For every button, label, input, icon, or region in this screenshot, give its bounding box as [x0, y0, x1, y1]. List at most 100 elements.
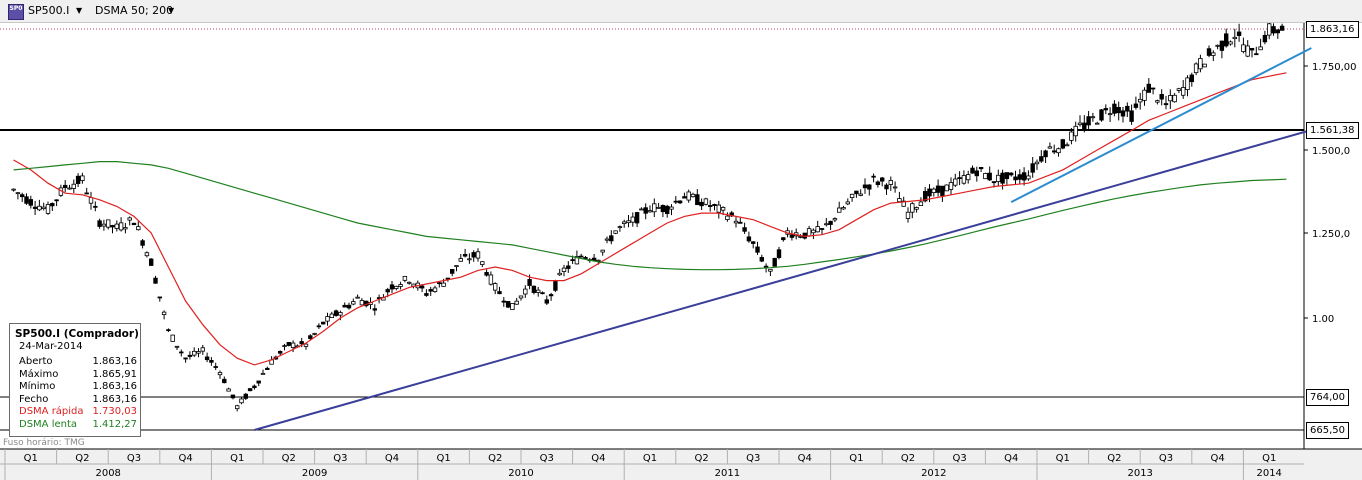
candle-body: [845, 201, 850, 205]
candle-body: [944, 184, 949, 192]
candle-body: [948, 182, 954, 190]
candle-body: [763, 265, 769, 268]
symbol-icon[interactable]: SP0: [8, 4, 24, 20]
candle-body: [888, 180, 893, 185]
quarter-label: Q2: [488, 453, 502, 464]
candle-body: [673, 200, 678, 203]
symbol-selector[interactable]: SP500.I: [28, 4, 70, 17]
candle-body: [320, 321, 326, 325]
candle-body: [346, 304, 352, 309]
candle-body: [871, 175, 876, 178]
candle-body: [996, 174, 1001, 182]
candle-body: [548, 294, 554, 297]
candle-body: [45, 204, 51, 214]
candle-body: [488, 274, 494, 285]
candle-body: [282, 345, 287, 347]
candle-body: [1013, 176, 1018, 181]
candle-body: [1004, 172, 1010, 180]
candle-body: [161, 311, 167, 315]
price-tick-label: 1.250,0: [1312, 229, 1350, 240]
candle-body: [1236, 31, 1242, 36]
candle-body: [389, 284, 395, 290]
price-tick-label: 1.00: [1312, 314, 1334, 325]
candle-body: [11, 188, 16, 191]
candle-body: [867, 184, 872, 190]
candle-body: [647, 210, 653, 213]
candle-body: [858, 193, 863, 196]
candle-body: [88, 197, 94, 204]
year-label: 2012: [921, 468, 946, 479]
candle-body: [776, 249, 782, 258]
candle-body: [1245, 45, 1250, 57]
candle-body: [333, 310, 339, 316]
candle-body: [1047, 146, 1053, 149]
candle-body: [247, 388, 253, 392]
candle-body: [811, 229, 816, 234]
indicator-selector[interactable]: DSMA 50; 200: [95, 4, 174, 17]
candle-body: [600, 249, 605, 253]
candle-body: [815, 226, 820, 233]
candle-body: [1129, 110, 1134, 122]
candle-body: [1000, 172, 1005, 184]
candle-body: [677, 200, 683, 204]
candle-body: [153, 277, 158, 284]
fast-moving-average-line: [13, 72, 1287, 366]
candle-body: [630, 216, 635, 223]
candle-body: [1172, 94, 1177, 103]
symbol-dropdown-icon[interactable]: ▼: [76, 6, 83, 15]
candle-body: [419, 285, 425, 289]
candle-body: [966, 174, 971, 181]
candle-body: [1232, 36, 1237, 40]
quarter-label: Q4: [385, 453, 399, 464]
quarter-label: Q3: [952, 453, 966, 464]
quarter-label: Q1: [436, 453, 450, 464]
candle-body: [1254, 53, 1259, 56]
candle-body: [355, 296, 360, 299]
candle-body: [303, 343, 309, 347]
long-term-support-trendline[interactable]: [254, 129, 1312, 431]
quarter-label: Q4: [178, 453, 192, 464]
candle-body: [617, 226, 623, 229]
candle-body: [699, 201, 704, 207]
candle-body: [819, 228, 825, 230]
candle-body: [256, 380, 261, 384]
candle-body: [518, 295, 524, 299]
candle-body: [1120, 110, 1126, 117]
quarter-label: Q4: [798, 453, 812, 464]
quarter-label: Q3: [127, 453, 141, 464]
candle-body: [84, 192, 89, 195]
candle-body: [720, 207, 726, 211]
candle-body: [978, 167, 984, 170]
candle-body: [514, 300, 519, 305]
short-term-support-trendline[interactable]: [1010, 47, 1312, 204]
candle-body: [901, 200, 906, 207]
candle-body: [432, 287, 438, 292]
candle-body: [19, 194, 25, 198]
candle-body: [144, 252, 150, 257]
candle-body: [927, 188, 932, 197]
candle-body: [226, 388, 231, 392]
candle-body: [1198, 58, 1203, 70]
candle-body: [475, 251, 481, 259]
candle-body: [806, 228, 812, 237]
candle-body: [712, 204, 717, 206]
quarter-label: Q2: [1107, 453, 1121, 464]
candle-body: [1133, 103, 1139, 108]
candle-body: [252, 385, 257, 389]
candle-body: [1279, 25, 1285, 31]
candle-body: [1052, 150, 1057, 153]
candle-body: [1146, 83, 1151, 93]
candle-body: [24, 196, 29, 204]
price-tag: 764,00: [1306, 389, 1349, 406]
candle-body: [875, 181, 881, 186]
candle-body: [841, 207, 846, 210]
candle-body: [1189, 74, 1194, 83]
price-tick-label: 1.750,00: [1312, 62, 1357, 73]
slow-moving-average-line: [13, 161, 1287, 271]
candle-body: [634, 212, 640, 224]
candle-body: [862, 184, 868, 189]
candle-body: [501, 300, 506, 303]
candle-body: [243, 393, 248, 399]
indicator-dropdown-icon[interactable]: ▼: [168, 6, 175, 15]
